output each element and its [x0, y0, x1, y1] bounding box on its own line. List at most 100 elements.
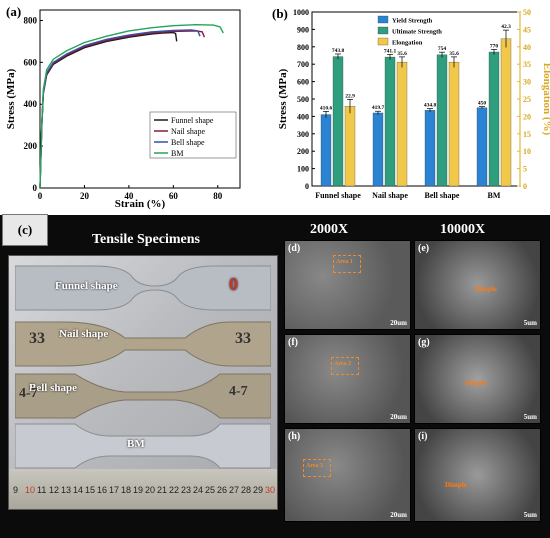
- ruler-number: 24: [193, 485, 204, 495]
- panel-a-label: (a): [6, 4, 21, 19]
- y2-tick-label: 35: [523, 60, 531, 69]
- data-label: 22.9: [345, 93, 355, 99]
- y-axis-label: Stress (MPa): [5, 68, 17, 129]
- y2-tick-label: 10: [523, 147, 531, 156]
- legend-label: Nail shape: [171, 127, 205, 136]
- legend-label: BM: [171, 149, 183, 158]
- dimple-label: Dimple: [465, 379, 487, 387]
- bar-1: [488, 51, 500, 187]
- sem-image-i: (i) Dimple 5um: [414, 428, 541, 522]
- handwritten-mark: 0: [229, 274, 238, 294]
- dimple-label: Dimple: [445, 481, 467, 489]
- legend-label: Funnel shape: [171, 116, 214, 125]
- magnification-2000x: 2000X: [310, 222, 349, 237]
- ruler-number: 15: [85, 485, 96, 495]
- sem-label-f: (f): [288, 337, 298, 348]
- y-tick-label: 400: [24, 99, 38, 109]
- data-label: 434.8: [424, 103, 437, 109]
- area-box: [333, 255, 361, 273]
- specimen-label-bm: BM: [127, 438, 145, 450]
- bar-2: [344, 106, 356, 187]
- data-label: 450: [478, 101, 487, 107]
- ruler-number: 29: [253, 485, 264, 495]
- y2-axis-label: Elongation (%): [541, 63, 550, 136]
- bar-0: [320, 114, 332, 187]
- y2-tick-label: 20: [523, 112, 531, 121]
- area-box: [303, 459, 331, 477]
- legend-swatch: [377, 15, 389, 24]
- ruler-number: 28: [241, 485, 252, 495]
- area-label: Area 3: [306, 463, 324, 469]
- category-label: Funnel shape: [315, 191, 361, 200]
- legend-swatch: [377, 26, 389, 35]
- ruler-number: 9: [13, 485, 19, 495]
- ruler-number: 26: [217, 485, 228, 495]
- scale-bar: 20um: [390, 413, 407, 421]
- scale-bar: 20um: [390, 319, 407, 327]
- sem-image-d: (d) Area 1 20um: [284, 240, 411, 330]
- y-tick-label: 800: [297, 43, 309, 52]
- bar-2: [448, 61, 460, 187]
- sem-label-d: (d): [288, 243, 301, 254]
- y-axis-label: Stress (MPa): [277, 68, 289, 129]
- category-label: Nail shape: [372, 191, 408, 200]
- ruler-number: 16: [97, 485, 108, 495]
- sem-image-f: (f) Area 2 20um: [284, 334, 411, 424]
- handwritten-mark: 4-7: [229, 384, 248, 399]
- specimen-label-bell: Bell shape: [29, 382, 77, 394]
- specimen-nail: Nail shape 33 33: [14, 320, 272, 368]
- handwritten-mark: 33: [235, 330, 251, 347]
- specimen-label-nail: Nail shape: [59, 328, 109, 340]
- y2-tick-label: 5: [523, 165, 527, 174]
- sem-image-h: (h) Area 3 20um: [284, 428, 411, 522]
- ruler-number: 27: [229, 485, 240, 495]
- ruler-number: 19: [133, 485, 144, 495]
- category-label: BM: [488, 191, 501, 200]
- x-tick-label: 80: [213, 191, 223, 201]
- y-tick-label: 800: [24, 15, 38, 25]
- sem-label-g: (g): [418, 337, 430, 348]
- y2-tick-label: 0: [523, 182, 527, 191]
- ruler-number: 23: [181, 485, 192, 495]
- y-tick-label: 0: [305, 182, 309, 191]
- scale-bar: 5um: [523, 319, 537, 327]
- y-tick-label: 1000: [293, 8, 309, 17]
- x-tick-label: 60: [169, 191, 179, 201]
- handwritten-mark: 33: [29, 330, 45, 347]
- ruler-number: 10: [25, 485, 36, 495]
- category-label: Bell shape: [425, 191, 460, 200]
- legend-label: Bell shape: [171, 138, 205, 147]
- data-label: 35.6: [397, 51, 407, 57]
- bar-2: [500, 38, 512, 187]
- y2-tick-label: 15: [523, 130, 531, 139]
- strength-bar-chart: (b) 0 100 200 300 400 500 600 700 800 900 1000 0 5 10 1…: [272, 6, 550, 200]
- legend-label: Elongation: [392, 40, 423, 47]
- x-tick-label: 40: [124, 191, 134, 201]
- y-tick-label: 600: [297, 78, 309, 87]
- data-label: 743.8: [332, 48, 345, 54]
- y-tick-label: 400: [297, 112, 309, 121]
- y2-tick-label: 25: [523, 95, 531, 104]
- bar-1: [332, 56, 344, 187]
- scale-bar: 5um: [523, 413, 537, 421]
- legend-label: Yield Strength: [392, 18, 433, 25]
- y-tick-label: 200: [24, 141, 38, 151]
- y-tick-label: 500: [297, 95, 309, 104]
- sem-label-h: (h): [288, 431, 301, 442]
- series-line-3: [39, 23, 224, 189]
- sem-image-e: (e) Dimple 5um: [414, 240, 541, 330]
- data-label: 741.1: [384, 48, 397, 54]
- sem-image-g: (g) Dimple 5um: [414, 334, 541, 424]
- panel-c-label: (c): [2, 214, 48, 246]
- y2-tick-label: 30: [523, 78, 531, 87]
- legend-label: Ultimate Strength: [392, 29, 442, 36]
- y-tick-label: 200: [297, 147, 309, 156]
- dimple-label: Dimple: [475, 285, 497, 293]
- x-tick-label: 0: [38, 191, 43, 201]
- specimen-bm: BM: [14, 422, 272, 470]
- bar-0: [372, 112, 384, 187]
- y-tick-label: 900: [297, 25, 309, 34]
- area-box: [331, 357, 359, 375]
- sem-label-i: (i): [418, 431, 428, 442]
- y2-tick-label: 40: [523, 43, 531, 52]
